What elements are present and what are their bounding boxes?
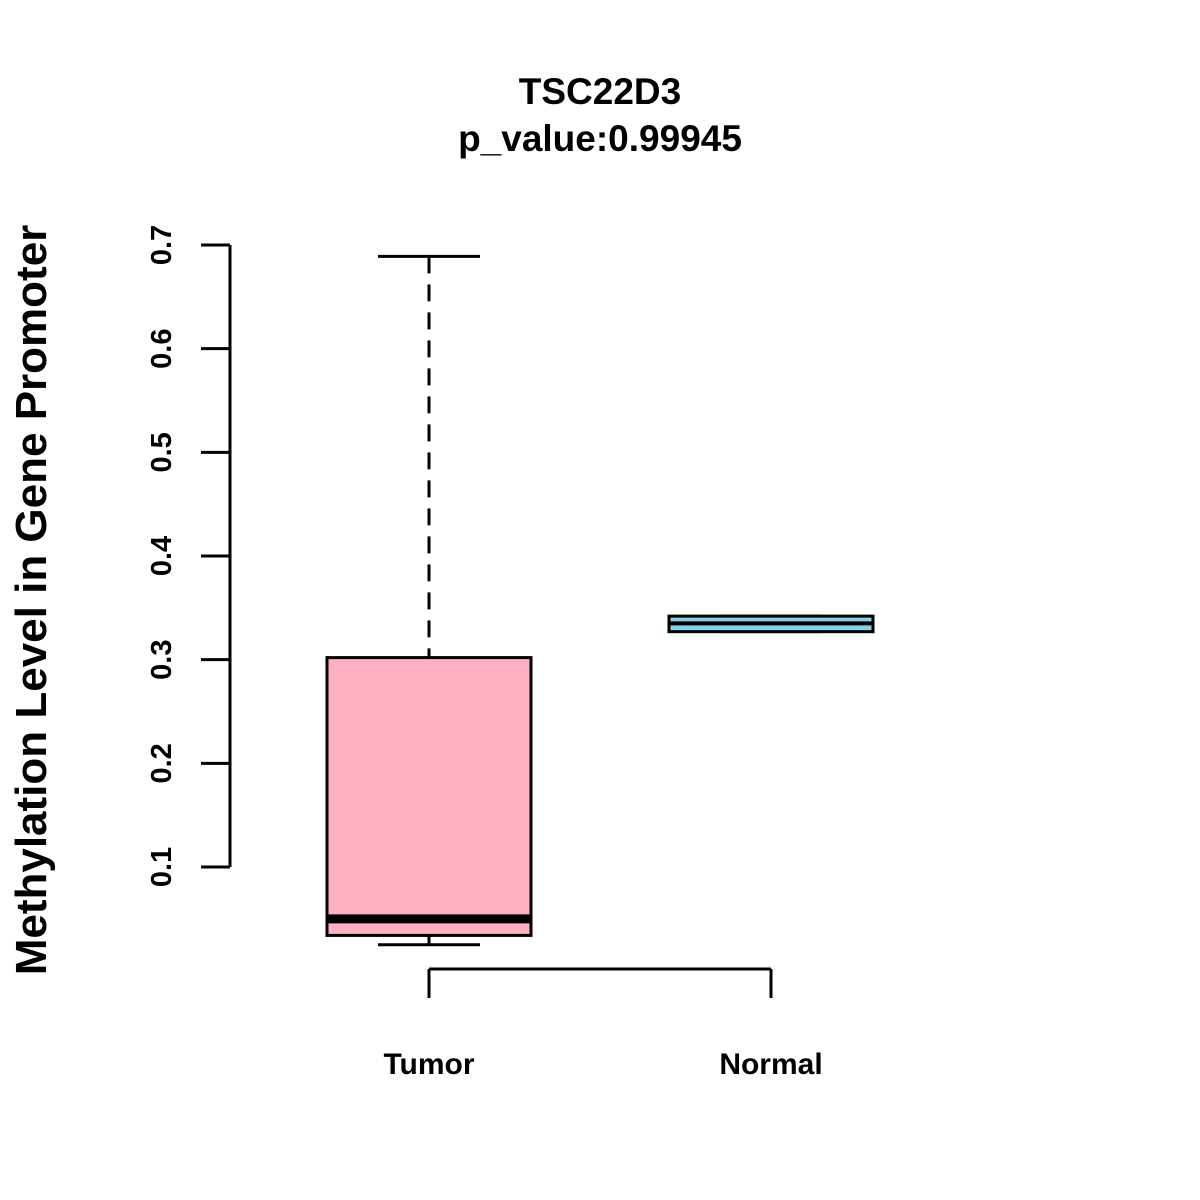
y-tick-label: 0.6	[146, 329, 178, 369]
chart-title: TSC22D3	[518, 71, 682, 112]
y-axis: 0.1 0.2 0.3 0.4 0.5 0.6 0.7	[146, 225, 232, 887]
x-tick-label: Normal	[719, 1048, 822, 1081]
boxes	[325, 254, 875, 947]
x-tick-label: Tumor	[383, 1048, 474, 1081]
y-tick-label: 0.4	[146, 536, 178, 576]
chart-subtitle: p_value:0.99945	[458, 118, 742, 159]
y-axis-label: Methylation Level in Gene Promoter	[7, 224, 56, 976]
y-tick-label: 0.1	[146, 847, 178, 887]
y-tick-label: 0.2	[146, 743, 178, 783]
y-tick-label: 0.5	[146, 432, 178, 472]
y-tick-label: 0.3	[146, 640, 178, 680]
box-tumor	[325, 656, 533, 937]
x-axis: Tumor Normal	[383, 967, 823, 1081]
y-tick-label: 0.7	[146, 225, 178, 265]
